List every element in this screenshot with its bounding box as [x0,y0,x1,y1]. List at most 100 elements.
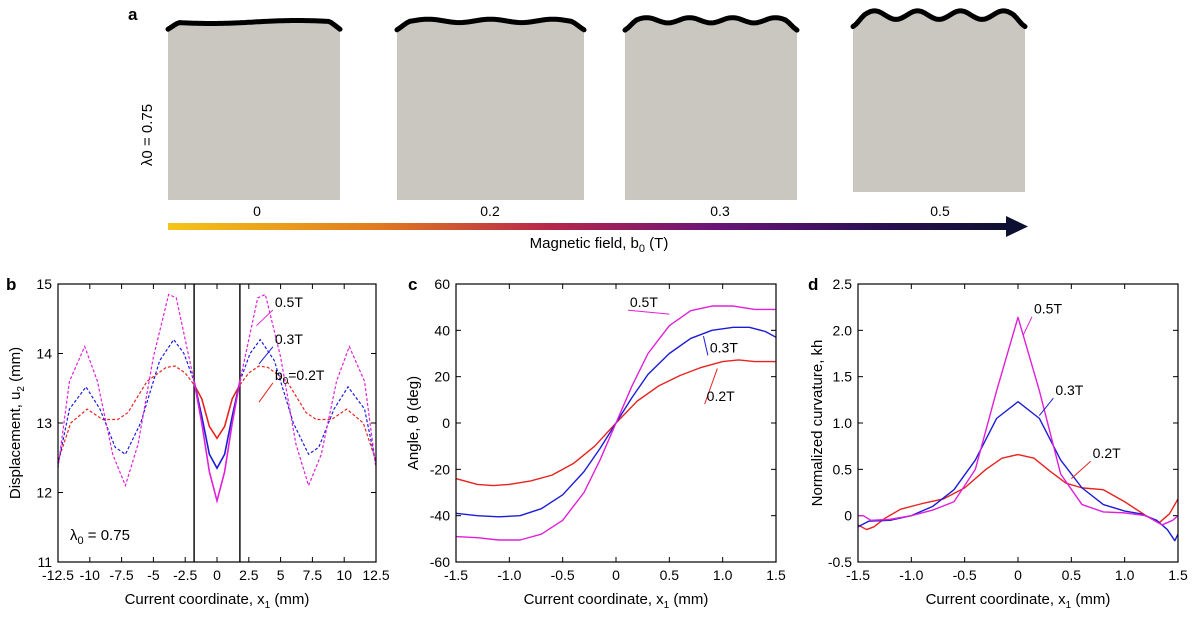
series-line [858,316,1178,526]
series-label: 0.3T [1055,382,1083,398]
y-tick-label: -0.5 [828,554,852,570]
panel-letter-c: c [408,275,417,294]
series-0.3T [456,326,776,518]
plot-frame [57,283,377,563]
y-tick-label: 2.0 [833,322,853,338]
x-tick-label: -1.5 [846,567,870,583]
series-line-dashed [239,338,376,465]
label-leader-line [702,336,709,356]
x-tick-label: 2.5 [239,567,259,583]
x-tick-label: 1.5 [766,567,786,583]
series-label: 0.5T [1034,301,1062,317]
series-0.2T [858,453,1178,531]
series-line-dashed [58,365,195,462]
series-label: 0.3T [275,331,303,347]
charts: b -12.5 -10 -7.5 -5 -2.5 0 2.5 5 7.5 10 12.5 11 12 13 1… [6,275,1188,611]
label-leader-line [256,309,274,327]
y-tick-label: 1.0 [833,415,853,431]
specimen-block-2 [625,17,797,201]
series-line [193,381,241,505]
specimen-block-3 [853,10,1025,193]
y-tick-label: -60 [430,554,450,570]
label-leader-line [704,368,718,405]
panel-letter-a: a [128,5,138,24]
y-axis-label: Displacement, u2 (mm) [7,347,27,499]
x-axis-label: Current coordinate, x1 (mm) [524,591,709,611]
field-gradient-bar [168,223,1010,230]
y-tick-label: 14 [36,346,52,362]
series-line-dashed [58,293,195,488]
surface-profile-2 [622,15,800,33]
plot-frame [857,283,1179,563]
chart-c: c -1.5 -1.0 -0.5 0 0.5 1.0 1.5 -60 -40 -20 0 20 40 60 0… [405,275,786,611]
x-tick-label: 12.5 [362,567,389,583]
series-line [456,305,776,541]
x-tick-label: 0 [213,567,221,583]
x-tick-label: -1.0 [497,567,521,583]
panel-letter-d: d [808,275,818,294]
series-line [193,384,241,440]
series-line-dashed [58,338,195,465]
field-label-1: 0.2 [480,203,500,219]
label-leader-line [1022,316,1033,336]
series-label: 0.3T [710,339,738,355]
field-axis-label: Magnetic field, b0 (T) [530,235,669,255]
chart-d: d -1.5 -1.0 -0.5 0 0.5 1.0 1.5 -0.5 0 0.5 1.0 1.5 2.0… [808,275,1188,611]
surface-profile-3 [850,8,1028,30]
y-tick-label: 0 [844,508,852,524]
y-tick-label: 40 [434,322,450,338]
x-tick-label: 10 [336,567,352,583]
field-label-0: 0 [253,203,261,219]
surface-profile-0 [165,18,343,32]
x-tick-label: -7.5 [110,567,134,583]
field-label-3: 0.5 [930,203,950,219]
x-tick-label: 0 [612,567,620,583]
x-tick-label: -1.5 [444,567,468,583]
x-tick-label: 1.0 [1115,567,1135,583]
label-leader-line [1038,397,1054,416]
y-tick-label: -20 [430,461,450,477]
series-line [193,381,241,470]
x-tick-label: 0.5 [1062,567,1082,583]
series-label: 0.2T [707,388,735,404]
panel-letter-b: b [6,275,16,294]
series-b0=0.2T [58,365,376,462]
series-line [858,453,1178,531]
label-leader-line [627,309,670,315]
y-tick-label: 0 [442,415,450,431]
y-tick-label: 2.5 [833,276,853,292]
panel-a: a λ0 = 0.75 0 0.2 0.3 0.5 Magnetic field… [128,5,1028,255]
x-tick-label: 0 [1014,567,1022,583]
x-tick-label: 5 [277,567,285,583]
plot-frame [455,283,777,563]
y-tick-label: 0.5 [833,461,853,477]
y-tick-label: 12 [36,485,52,501]
specimen-block-0 [168,20,340,200]
series-label: 0.5T [630,294,658,310]
y-tick-label: 15 [36,276,52,292]
y-axis-label: Normalized curvature, kh [809,340,826,507]
series-line [858,400,1178,542]
surface-profile-1 [394,16,587,33]
label-leader-line [258,346,274,365]
specimen-block-1 [397,19,584,201]
specimen-blocks [165,8,1028,201]
series-line-dashed [239,365,376,462]
x-tick-label: 1.0 [713,567,733,583]
series-0.3T [58,338,376,470]
chart-b: b -12.5 -10 -7.5 -5 -2.5 0 2.5 5 7.5 10 12.5 11 12 13 1… [6,275,390,611]
field-label-2: 0.3 [710,203,730,219]
series-line [456,326,776,518]
lambda-annotation: λ0 = 0.75 [70,527,130,547]
series-label: 0.5T [275,294,303,310]
x-tick-label: -5 [147,567,160,583]
x-tick-label: 7.5 [303,567,323,583]
x-tick-label: -0.5 [953,567,977,583]
x-tick-label: -1.0 [899,567,923,583]
label-leader-line [1070,460,1092,479]
x-tick-label: -10 [80,567,100,583]
series-line-dashed [239,293,376,488]
series-0.5T [858,316,1178,526]
series-label: b0=0.2T [275,367,325,387]
